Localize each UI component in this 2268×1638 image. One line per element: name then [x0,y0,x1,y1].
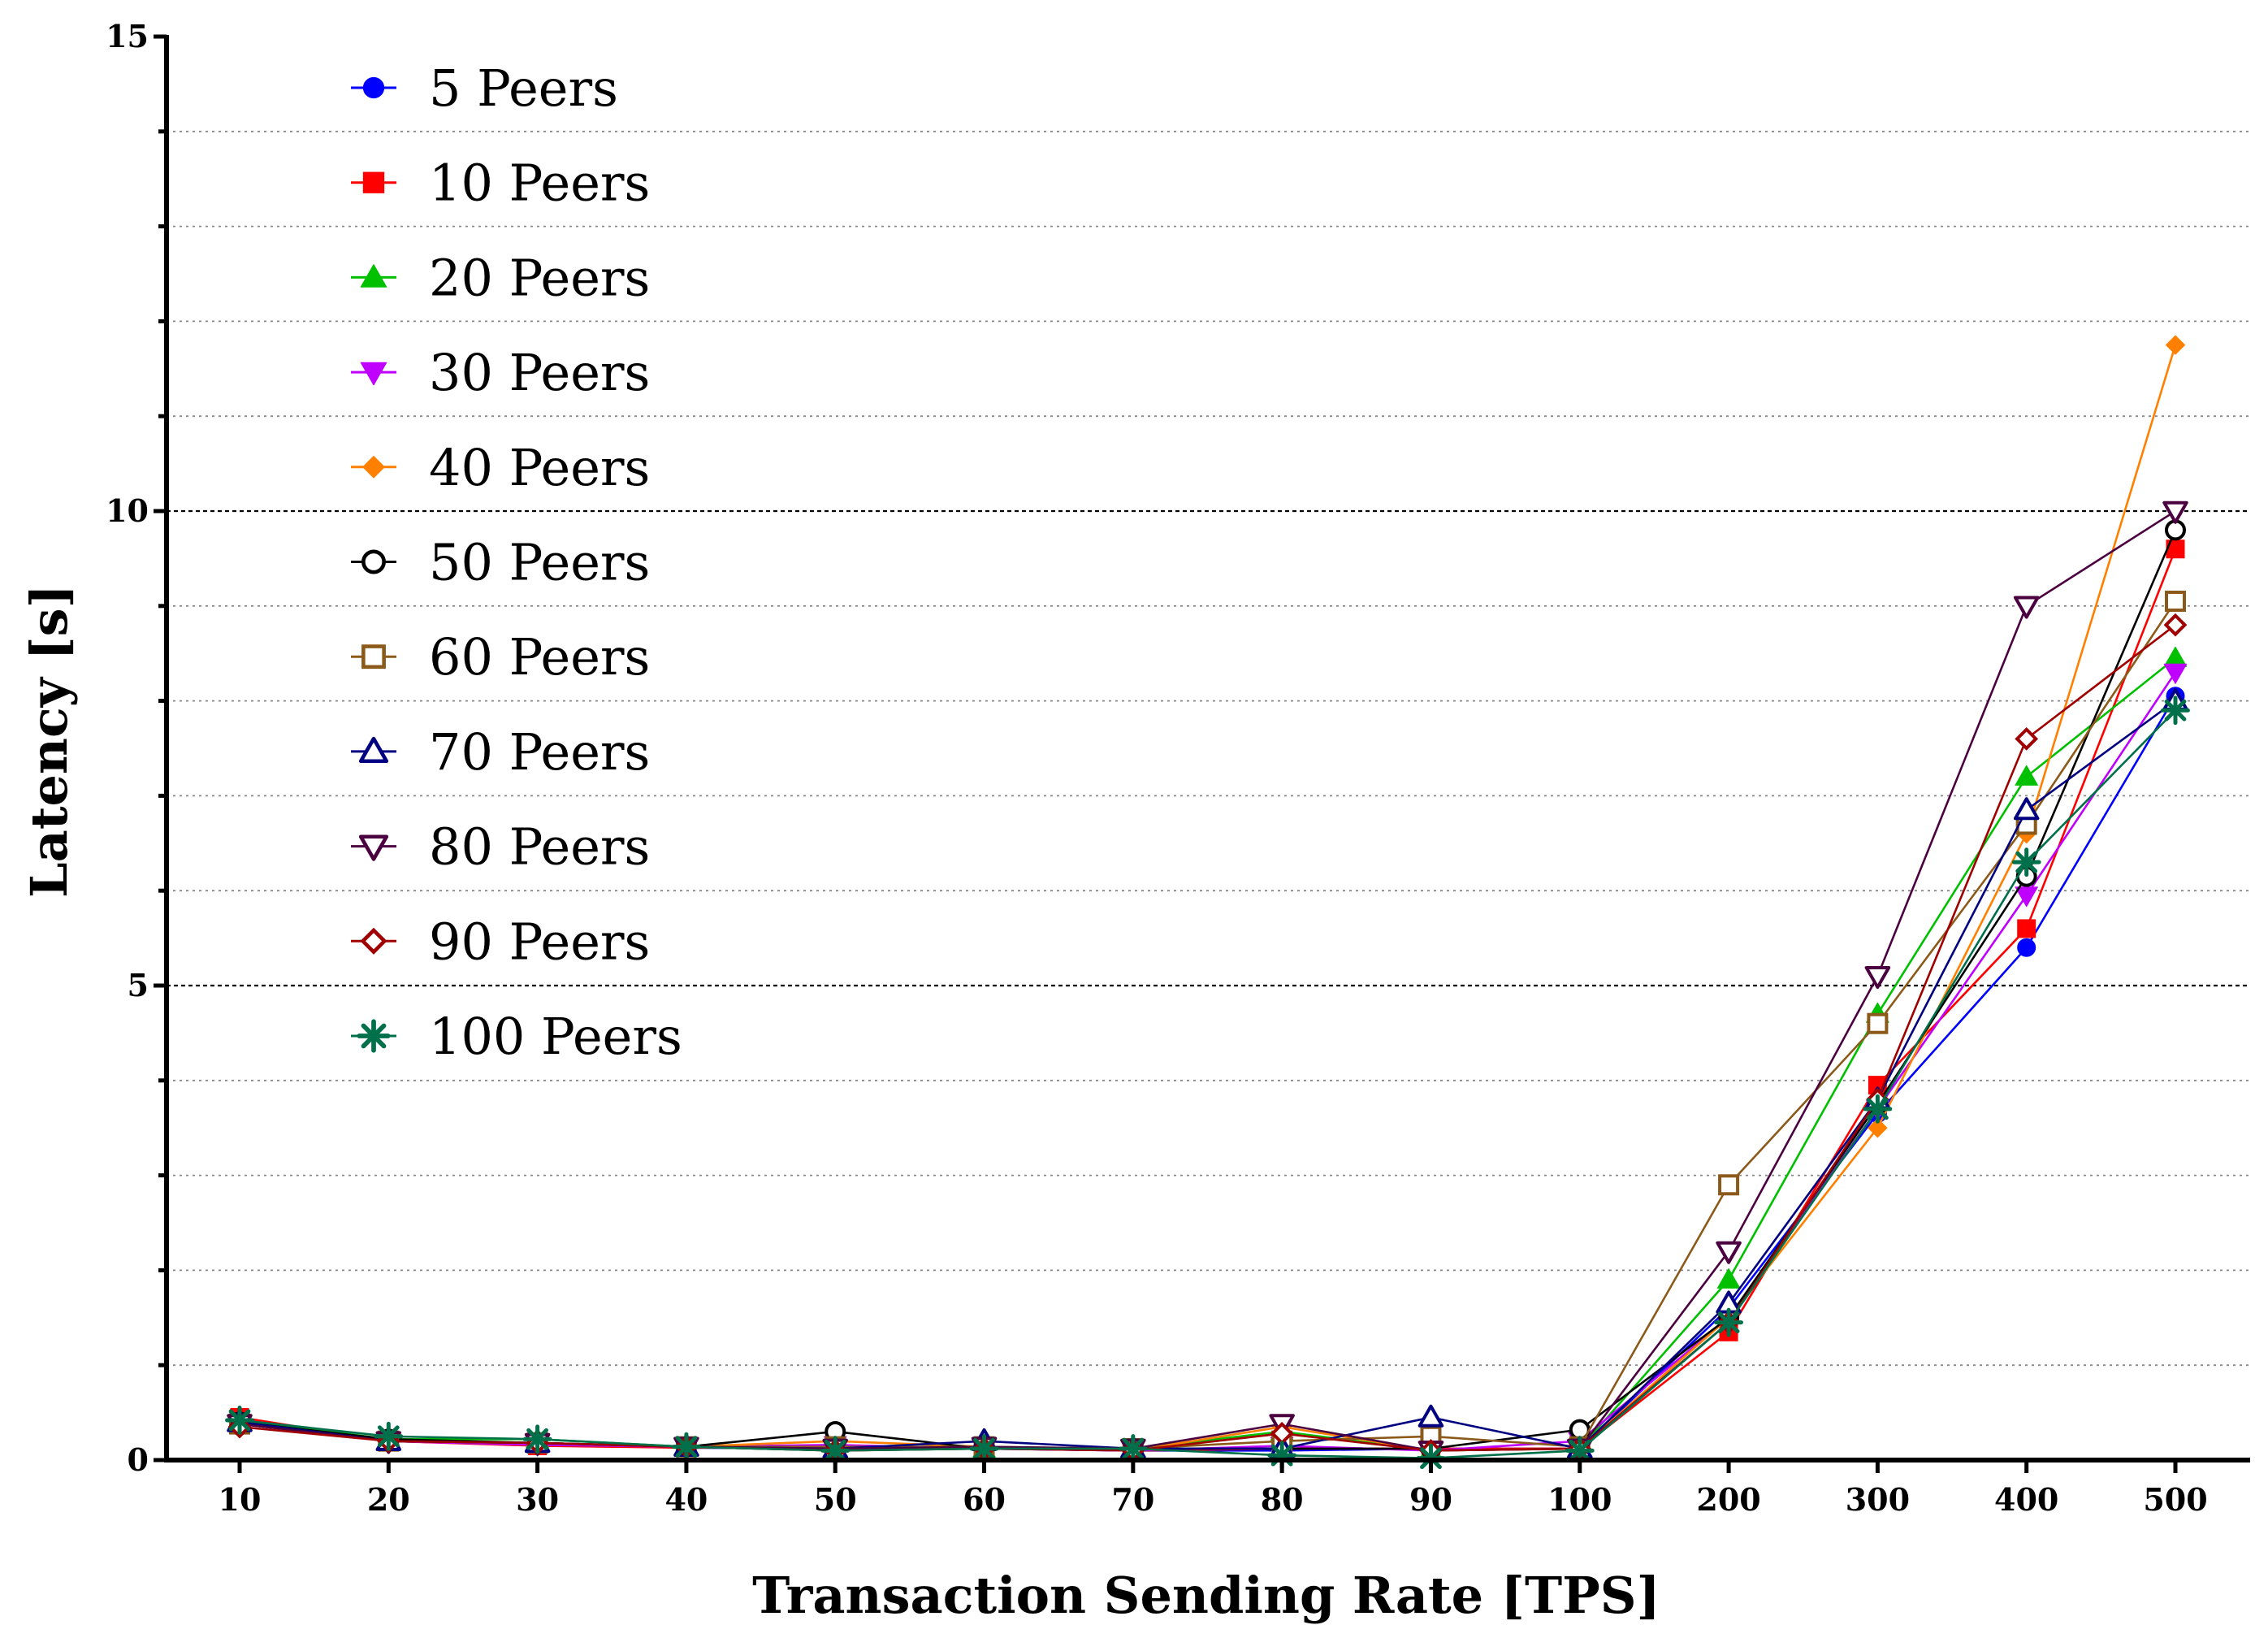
data-point [672,1432,701,1462]
legend-entry: 20 Peers [351,248,650,307]
data-point [2165,335,2186,355]
y-tick-label: 10 [106,492,149,529]
data-point [1714,1307,1743,1337]
data-point [2013,797,2040,821]
legend-label: 40 Peers [429,438,650,497]
data-point [2015,726,2039,751]
y-tick-label: 0 [128,1441,149,1478]
x-tick-label: 100 [1547,1481,1612,1518]
data-point [1863,1094,1893,1124]
legend-marker [358,736,389,764]
data-point [374,1421,404,1451]
data-point [1118,1434,1148,1463]
legend-marker [360,362,387,386]
x-tick-label: 40 [664,1481,708,1518]
legend-marker [360,264,387,288]
series-line [239,624,2176,1452]
axes: 0 5 10 15 10 20 30 40 50 60 70 80 90 100 200 300 400 500 [106,18,2250,1518]
legend-entry: 60 Peers [351,627,650,687]
legend-entry: 80 Peers [351,817,650,877]
legend-entry: 30 Peers [351,343,650,402]
y-axis-title: Latency [s] [19,584,79,898]
series-70-peers [227,687,2188,1459]
legend-marker [358,834,389,861]
data-point [2161,696,2190,726]
legend-label: 20 Peers [429,248,650,307]
x-tick-label: 400 [1994,1481,2058,1518]
data-point [2011,847,2041,878]
series-40-peers [229,335,2186,1461]
legend-entry: 70 Peers [351,722,650,782]
x-tick-label: 500 [2143,1481,2207,1518]
legend-label: 50 Peers [429,533,650,592]
y-tick-label: 5 [128,967,149,1003]
series-line [239,696,2177,1452]
legend-entry: 100 Peers [351,1007,682,1066]
data-point [1716,1241,1742,1264]
data-point [1418,1404,1444,1428]
y-tick-label: 15 [106,18,149,54]
data-point [2015,765,2038,786]
legend-marker [362,76,385,99]
x-tick-label: 30 [516,1481,559,1518]
legend-entry: 10 Peers [351,154,650,213]
legend-label: 90 Peers [429,912,650,971]
legend-entry: 40 Peers [351,438,650,497]
x-tick-label: 300 [1846,1481,1910,1518]
x-tick-label: 20 [367,1481,410,1518]
legend-label: 100 Peers [429,1007,682,1066]
data-point [1718,1174,1740,1196]
x-tick-label: 90 [1409,1481,1452,1518]
legend-label: 70 Peers [429,722,650,782]
legend-marker [357,1019,391,1053]
series-line [239,709,2176,1459]
legend-label: 60 Peers [429,627,650,687]
data-point [225,1406,254,1435]
legend: 5 Peers 10 Peers 20 Peers 30 Peers 40 Peers 5… [351,58,682,1066]
data-point [2017,938,2036,957]
x-tick-label: 60 [963,1481,1006,1518]
legend-entry: 5 Peers [351,58,618,118]
data-point [2163,613,2188,637]
legend-label: 30 Peers [429,343,650,402]
data-point [2162,500,2188,524]
legend-entry: 90 Peers [351,912,650,971]
grid-lines [167,130,2250,1367]
x-axis-title: Transaction Sending Rate [TPS] [752,1566,1660,1625]
legend-marker [362,455,385,479]
x-tick-label: 80 [1261,1481,1304,1518]
data-point [1868,1117,1888,1138]
legend-entry: 50 Peers [351,533,650,592]
legend-label: 10 Peers [429,154,650,213]
data-point [1867,1012,1889,1034]
data-point [522,1424,552,1454]
data-point [2165,590,2186,612]
data-point [1864,966,1891,990]
data-point [2017,919,2036,938]
data-point [2163,663,2188,684]
x-tick-label: 10 [219,1481,262,1518]
legend-marker [360,927,387,955]
data-point [1716,1268,1741,1289]
series-100-peers [225,696,2190,1473]
legend-marker [361,549,386,574]
data-point [2163,646,2188,667]
x-tick-label: 200 [1696,1481,1760,1518]
x-tick-label: 70 [1111,1481,1154,1518]
data-point [969,1434,999,1463]
data-point [2013,596,2040,619]
legend-label: 5 Peers [429,58,618,118]
x-tick-label: 50 [814,1481,857,1518]
series-lines [225,335,2190,1473]
legend-marker [361,644,386,670]
series-line [239,700,2176,1450]
legend-label: 80 Peers [429,817,650,877]
data-point [2015,886,2038,908]
legend-marker [362,171,385,193]
